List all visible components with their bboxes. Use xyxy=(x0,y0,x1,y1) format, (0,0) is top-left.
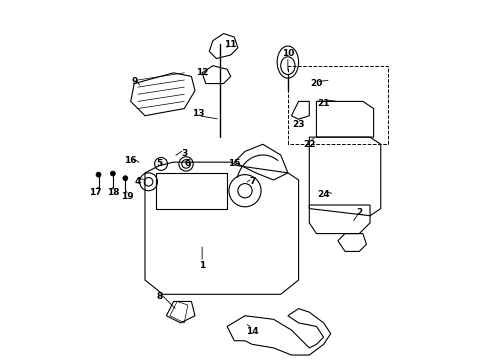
Text: 24: 24 xyxy=(318,190,330,199)
Text: 17: 17 xyxy=(89,188,101,197)
Text: 4: 4 xyxy=(135,177,141,186)
Text: 20: 20 xyxy=(310,79,322,88)
Text: 16: 16 xyxy=(124,156,137,165)
Text: 5: 5 xyxy=(156,159,162,168)
Text: 11: 11 xyxy=(224,40,237,49)
Text: 13: 13 xyxy=(192,109,205,118)
Text: 22: 22 xyxy=(303,140,316,149)
Text: 12: 12 xyxy=(196,68,208,77)
Text: 23: 23 xyxy=(293,120,305,129)
Text: 9: 9 xyxy=(131,77,138,86)
Text: 18: 18 xyxy=(107,188,119,197)
Text: 19: 19 xyxy=(121,192,133,201)
Text: 7: 7 xyxy=(249,177,255,186)
Text: 15: 15 xyxy=(228,159,241,168)
Text: 2: 2 xyxy=(356,208,363,217)
Circle shape xyxy=(110,171,115,176)
Text: 14: 14 xyxy=(246,327,258,336)
Text: 8: 8 xyxy=(156,292,162,301)
Text: 21: 21 xyxy=(318,99,330,108)
Text: 6: 6 xyxy=(185,159,191,168)
Text: 10: 10 xyxy=(282,49,294,58)
Circle shape xyxy=(123,176,128,181)
Circle shape xyxy=(96,172,101,177)
Text: 3: 3 xyxy=(181,149,187,158)
Text: 1: 1 xyxy=(199,261,205,270)
